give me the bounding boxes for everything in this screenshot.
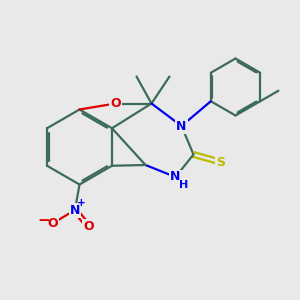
Text: O: O bbox=[110, 97, 121, 110]
Text: H: H bbox=[179, 180, 188, 190]
Text: N: N bbox=[176, 119, 187, 133]
Text: O: O bbox=[83, 220, 94, 233]
Text: S: S bbox=[216, 155, 225, 169]
Text: N: N bbox=[170, 170, 181, 184]
Text: O: O bbox=[47, 217, 58, 230]
Text: +: + bbox=[77, 198, 86, 208]
Text: −: − bbox=[37, 213, 50, 228]
Text: N: N bbox=[70, 203, 80, 217]
